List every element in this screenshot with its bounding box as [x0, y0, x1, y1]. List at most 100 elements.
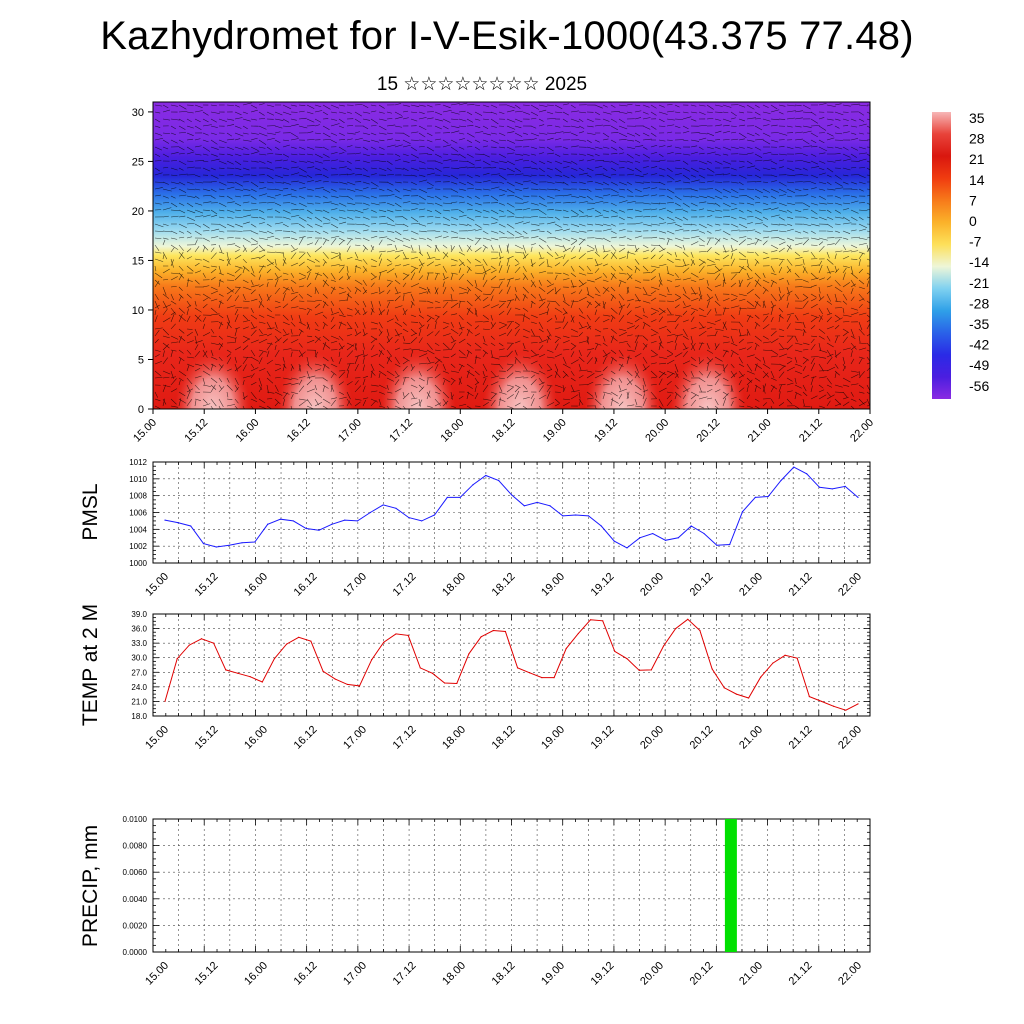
wind-arrow: [210, 349, 214, 357]
wind-arrow: [642, 257, 649, 260]
wind-arrow: [266, 342, 273, 345]
wind-arrow: [834, 187, 844, 190]
wind-arrow: [218, 209, 225, 212]
wind-arrow: [322, 153, 330, 158]
wind-arrow: [378, 216, 386, 218]
wind-arrow: [458, 160, 468, 162]
wind-arrow: [474, 356, 481, 359]
wind-arrow: [706, 247, 712, 253]
wind-arrow: [602, 279, 609, 282]
temp-point: [456, 682, 458, 685]
wind-arrow: [426, 317, 432, 323]
wind-arrow: [282, 257, 287, 267]
wind-arrow: [834, 118, 841, 121]
wind-arrow: [714, 153, 721, 156]
wind-arrow: [866, 118, 870, 121]
wind-arrow: [402, 153, 409, 157]
wind-arrow: [170, 313, 175, 323]
wind-arrow: [186, 166, 195, 169]
wind-arrow: [186, 248, 192, 253]
wind-arrow: [810, 202, 818, 206]
wind-arrow: [250, 339, 259, 344]
wind-arrow: [826, 335, 831, 342]
wind-arrow: [354, 300, 359, 306]
wind-arrow: [226, 335, 236, 339]
wind-arrow: [154, 279, 161, 285]
wind-arrow: [474, 215, 481, 218]
wind-arrow: [514, 263, 520, 267]
temp-point: [285, 643, 288, 645]
wind-arrow: [834, 103, 842, 106]
wind-arrow: [730, 223, 739, 228]
wind-arrow: [658, 244, 665, 251]
wind-arrow: [546, 160, 552, 164]
wind-arrow: [802, 359, 809, 365]
wind-arrow: [770, 104, 778, 110]
wind-arrow: [322, 405, 328, 409]
wind-arrow: [178, 244, 184, 251]
colorbar-label: -14: [969, 254, 989, 270]
wind-arrow: [626, 111, 633, 114]
wind-arrow: [210, 307, 218, 314]
wind-arrow: [442, 400, 449, 407]
wind-arrow: [698, 286, 702, 296]
y-axis-title: TEMP at 2 M: [79, 604, 102, 726]
wind-arrow: [282, 338, 288, 344]
wind-arrow: [818, 314, 823, 320]
wind-arrow: [442, 265, 447, 273]
wind-arrow: [402, 294, 405, 302]
pmsl-point: [485, 474, 487, 477]
wind-arrow: [194, 104, 203, 108]
wind-arrow: [178, 398, 187, 404]
wind-arrow: [466, 132, 475, 138]
wind-arrow: [818, 296, 825, 302]
wind-arrow: [402, 244, 411, 249]
wind-arrow: [194, 223, 202, 228]
wind-arrow: [186, 349, 192, 355]
wind-arrow: [666, 307, 672, 315]
wind-arrow: [818, 167, 825, 171]
wind-arrow: [210, 286, 218, 291]
colorbar-ramp: [932, 112, 951, 399]
wind-arrow: [786, 181, 795, 184]
wind-arrow: [394, 388, 402, 393]
wind-arrow: [666, 286, 670, 293]
wind-arrow: [218, 160, 227, 165]
wind-arrow: [346, 363, 351, 372]
wind-arrow: [698, 104, 706, 107]
wind-arrow: [650, 391, 657, 399]
wind-arrow: [618, 340, 628, 344]
wind-arrow: [370, 146, 377, 150]
wind-arrow: [802, 230, 809, 234]
x-tick-label: 21.12: [787, 724, 815, 752]
wind-arrow: [858, 342, 867, 344]
wind-arrow: [642, 343, 648, 351]
wind-arrow: [354, 146, 361, 148]
wind-arrow: [666, 354, 673, 358]
wind-arrow: [522, 180, 531, 183]
wind-arrow: [450, 321, 454, 328]
wind-arrow: [498, 202, 505, 206]
wind-arrow: [194, 195, 200, 199]
wind-arrow: [618, 146, 624, 151]
wind-arrow: [162, 166, 169, 169]
wind-arrow: [178, 370, 187, 377]
wind-arrow: [474, 342, 482, 349]
wind-arrow: [714, 328, 724, 331]
wind-arrow: [562, 111, 569, 116]
wind-arrow: [338, 264, 345, 267]
wind-arrow: [850, 272, 858, 279]
wind-arrow: [346, 276, 351, 281]
wind-arrow: [866, 272, 870, 275]
wind-arrow: [162, 223, 169, 226]
wind-arrow: [530, 281, 535, 288]
pmsl-point: [536, 501, 538, 503]
wind-arrow: [866, 258, 870, 261]
wind-arrow: [266, 104, 275, 107]
wind-arrow: [410, 283, 420, 288]
wind-arrow: [698, 314, 707, 317]
y-tick-label: 27.0: [131, 668, 147, 677]
wind-arrow: [698, 223, 707, 229]
wind-arrow: [178, 209, 186, 214]
wind-arrow: [234, 167, 242, 170]
